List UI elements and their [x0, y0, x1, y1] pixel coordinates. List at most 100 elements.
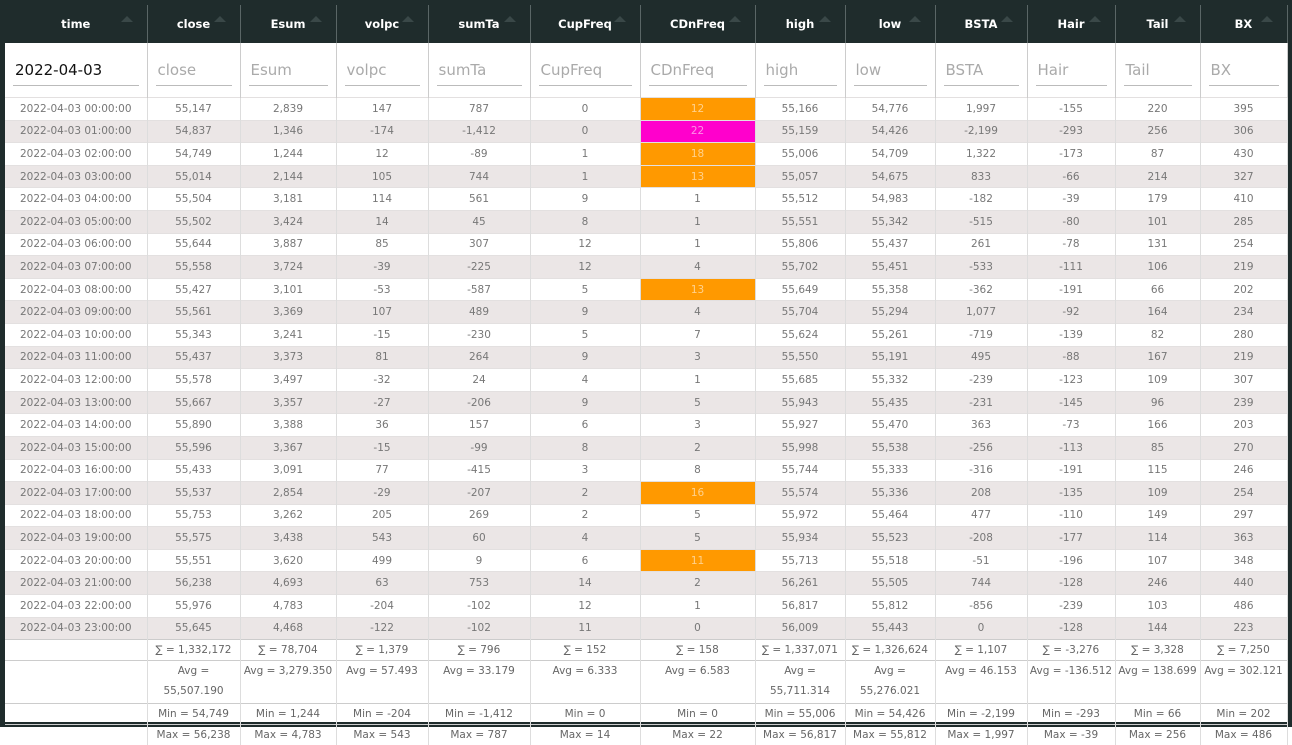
cell: 101 — [1115, 209, 1201, 234]
cell: 3,497 — [240, 368, 337, 392]
cell: 55,336 — [845, 481, 936, 505]
cell: -32 — [336, 368, 429, 392]
footer-max-row: Max = 56,238 Max = 4,783 Max = 543 Max = 78… — [5, 724, 1288, 745]
cell: 55,332 — [845, 368, 936, 392]
column-header[interactable]: BSTA — [935, 5, 1028, 43]
filter-input[interactable]: volpc — [344, 55, 420, 86]
column-title: volpc — [364, 17, 400, 31]
column-header[interactable]: high — [755, 5, 846, 43]
column-header[interactable]: close — [147, 5, 241, 43]
cell: 363 — [1200, 526, 1288, 550]
cell: 55,443 — [845, 616, 936, 640]
cell: 410 — [1200, 187, 1288, 211]
data-row: 2022-04-03 02:00:00 54,749 1,244 12 -89 1 18 55… — [5, 142, 1288, 166]
footer-cell: Avg = 57.493 — [336, 660, 429, 704]
cell: -15 — [336, 435, 429, 459]
cell: 3,373 — [240, 345, 337, 369]
cell: 81 — [336, 345, 429, 369]
cell: 2022-04-03 03:00:00 — [5, 164, 148, 188]
filter-input[interactable]: high — [763, 55, 837, 86]
footer-cell: ∑ = 796 — [428, 639, 531, 661]
footer-cell: Avg = 302.121 — [1200, 660, 1288, 704]
cell: 2022-04-03 19:00:00 — [5, 526, 148, 550]
footer-cell: ∑ = 3,328 — [1115, 639, 1201, 661]
cell: -415 — [428, 458, 531, 482]
cell: 55,575 — [147, 526, 241, 550]
cell: -92 — [1027, 300, 1116, 324]
column-title: close — [176, 17, 211, 31]
footer-cell: Avg = 6.583 — [640, 660, 756, 704]
footer-cell: ∑ = 1,379 — [336, 639, 429, 661]
cell: 3,101 — [240, 277, 337, 301]
cell: 2,144 — [240, 164, 337, 188]
cell: 55,685 — [755, 368, 846, 392]
footer-cell: ∑ = 152 — [530, 639, 641, 661]
cell: 55,644 — [147, 232, 241, 256]
cell: 55,518 — [845, 548, 936, 572]
cell: 297 — [1200, 503, 1288, 527]
filter-cell: CupFreq — [530, 43, 641, 98]
cell: 220 — [1115, 97, 1201, 121]
cell: 105 — [336, 164, 429, 188]
cell: 744 — [935, 571, 1028, 595]
column-title: BX — [1234, 17, 1253, 31]
footer-cell: Max = 1,997 — [935, 724, 1028, 745]
column-header[interactable]: low — [845, 5, 936, 43]
column-header[interactable]: BX — [1200, 5, 1288, 43]
cell: -27 — [336, 390, 429, 414]
cell: 254 — [1200, 481, 1288, 505]
filter-input[interactable]: CDnFreq — [648, 55, 747, 86]
footer-cell: ∑ = 158 — [640, 639, 756, 661]
cell: 55,927 — [755, 413, 846, 437]
column-header[interactable]: sumTa — [428, 5, 531, 43]
cell: 9 — [530, 345, 641, 369]
data-row: 2022-04-03 15:00:00 55,596 3,367 -15 -99 8 2 55… — [5, 435, 1288, 459]
footer-cell: Max = -39 — [1027, 724, 1116, 745]
filter-input[interactable]: low — [853, 55, 927, 86]
data-row: 2022-04-03 06:00:00 55,644 3,887 85 307 12 1 55… — [5, 232, 1288, 256]
filter-input[interactable]: BSTA — [943, 55, 1019, 86]
cell: 285 — [1200, 209, 1288, 234]
cell: -239 — [1027, 594, 1116, 618]
cell: 3,424 — [240, 209, 337, 234]
filter-input[interactable]: Esum — [248, 55, 328, 86]
column-header[interactable]: volpc — [336, 5, 429, 43]
cell: -204 — [336, 594, 429, 618]
cell: 8 — [640, 458, 756, 482]
cell: 144 — [1115, 616, 1201, 640]
cell: 109 — [1115, 481, 1201, 505]
filter-cell: volpc — [336, 43, 429, 98]
cell: -155 — [1027, 97, 1116, 121]
cell: 114 — [1115, 526, 1201, 550]
filter-input[interactable]: sumTa — [436, 55, 522, 86]
column-header[interactable]: time — [5, 5, 148, 43]
filter-input[interactable]: Tail — [1123, 55, 1192, 86]
column-header[interactable]: CDnFreq — [640, 5, 756, 43]
filter-input[interactable]: 2022-04-03 — [13, 55, 139, 86]
cell: 3,091 — [240, 458, 337, 482]
cell: 239 — [1200, 390, 1288, 414]
cell: 744 — [428, 164, 531, 188]
filter-input[interactable]: close — [155, 55, 232, 86]
footer-cell: ∑ = -3,276 — [1027, 639, 1116, 661]
footer-cell: Avg = 33.179 — [428, 660, 531, 704]
cell: 87 — [1115, 142, 1201, 166]
cell: 499 — [336, 548, 429, 572]
data-row: 2022-04-03 13:00:00 55,667 3,357 -27 -206 9 5 5… — [5, 390, 1288, 414]
column-header[interactable]: Hair — [1027, 5, 1116, 43]
cell: -88 — [1027, 345, 1116, 369]
cell: 55,294 — [845, 300, 936, 324]
column-header[interactable]: Esum — [240, 5, 337, 43]
column-header[interactable]: CupFreq — [530, 5, 641, 43]
cell: 55,649 — [755, 277, 846, 301]
filter-input[interactable]: Hair — [1035, 55, 1107, 86]
filter-input[interactable]: CupFreq — [538, 55, 632, 86]
cell: -80 — [1027, 209, 1116, 234]
filter-input[interactable]: BX — [1208, 55, 1279, 86]
column-header[interactable]: Tail — [1115, 5, 1201, 43]
cell: -256 — [935, 435, 1028, 459]
filter-cell: Esum — [240, 43, 337, 98]
cell: 2022-04-03 15:00:00 — [5, 435, 148, 459]
cell: 3,724 — [240, 255, 337, 279]
cell: 3,367 — [240, 435, 337, 459]
